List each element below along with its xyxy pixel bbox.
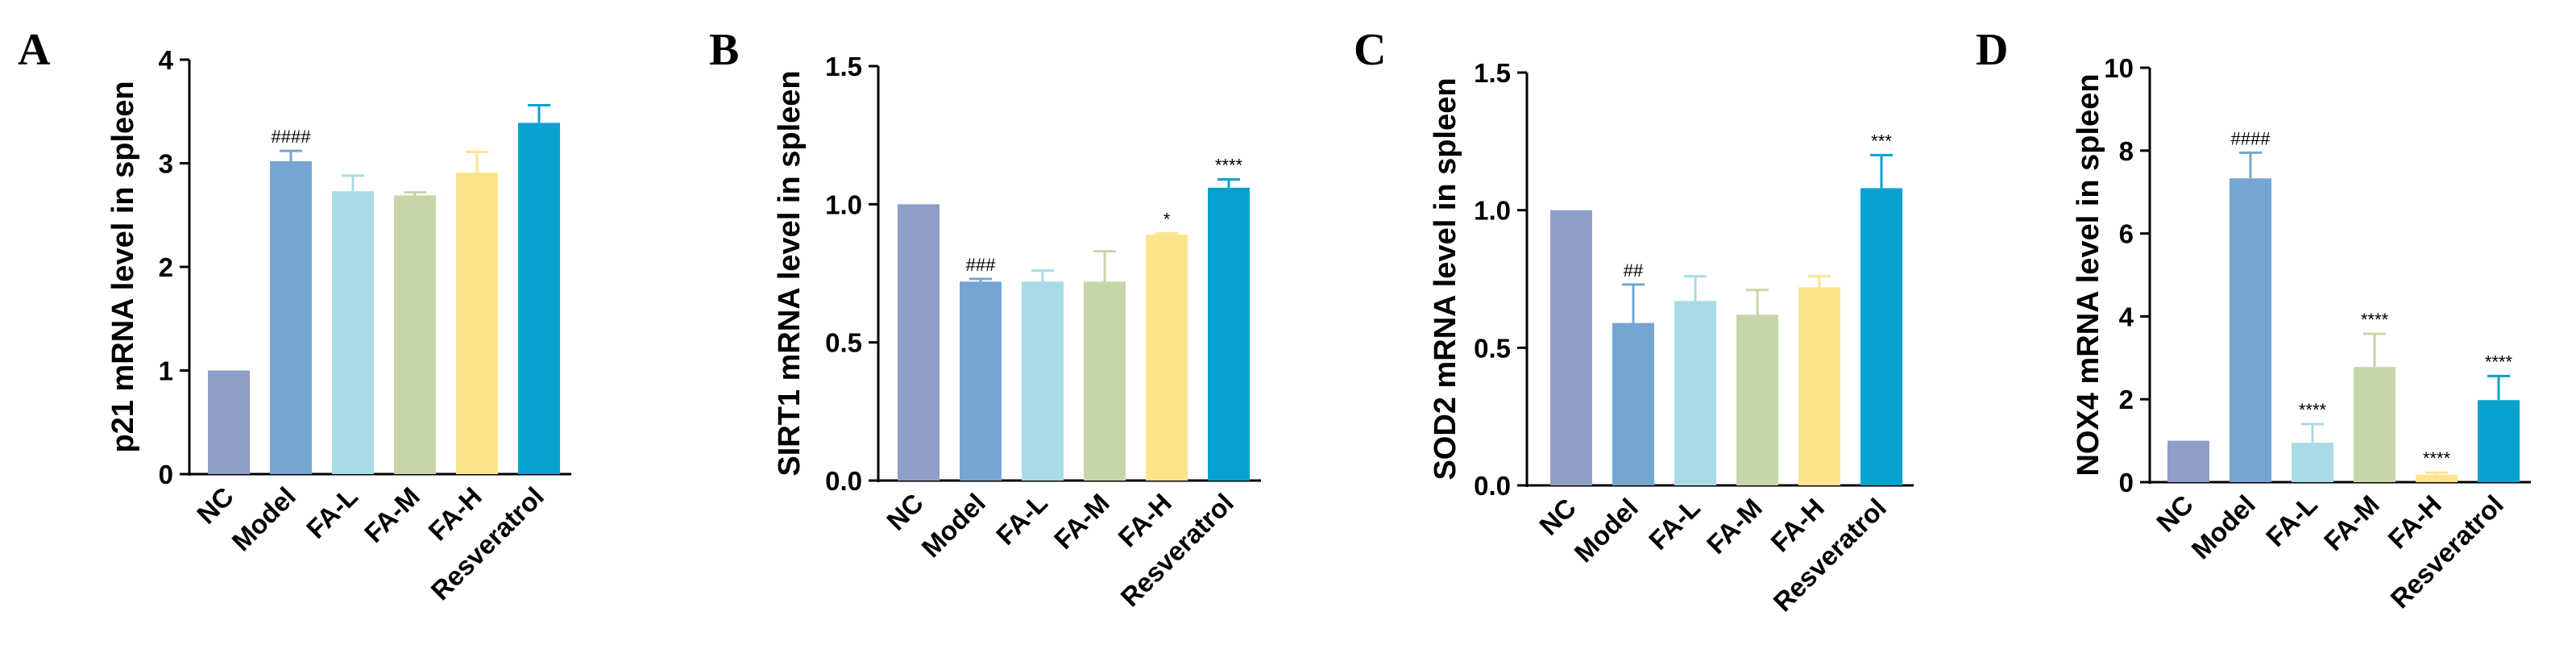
x-tick-label: Model	[915, 488, 991, 564]
y-tick-label: 0	[159, 460, 173, 489]
y-tick-label: 1.5	[1474, 58, 1511, 88]
bar-fa-h	[456, 173, 498, 474]
bar-fa-m	[2354, 367, 2396, 482]
y-tick-label: 0	[2119, 468, 2134, 497]
x-tick-label: NC	[1533, 493, 1582, 541]
bar-nc	[898, 204, 940, 481]
x-tick-label: Model	[1568, 493, 1644, 568]
bar-fa-l	[1674, 301, 1716, 485]
x-tick-label: NC	[881, 488, 929, 536]
bar-model	[960, 281, 1002, 481]
bar-resveratrol	[1208, 187, 1250, 481]
x-tick-label: FA-M	[2318, 489, 2385, 556]
x-tick-label: FA-M	[359, 481, 425, 548]
x-tick-label: FA-L	[2260, 489, 2323, 552]
panel-label: B	[709, 25, 739, 75]
significance-label: ****	[2361, 310, 2389, 330]
y-tick-label: 2	[2119, 385, 2134, 414]
x-tick-label: Model	[2185, 489, 2261, 565]
y-tick-label: 0.0	[825, 466, 862, 496]
chart-panel-d: D NOX4 mRNA level in spleen 0 2 4 6 8 10 NC #### M…	[1976, 25, 2531, 614]
y-tick-label: 4	[2119, 302, 2134, 331]
bar-fa-m	[1084, 281, 1126, 481]
significance-label: ##	[1624, 260, 1644, 281]
bar-fa-h	[2416, 474, 2458, 482]
bar-fa-h	[1146, 235, 1188, 481]
x-tick-label: FA-M	[1048, 488, 1115, 555]
bar-nc	[2167, 440, 2209, 482]
significance-label: ****	[1215, 155, 1243, 175]
x-tick-label: FA-L	[990, 488, 1053, 551]
x-tick-label: Model	[226, 481, 301, 557]
y-axis-label: SOD2 mRNA level in spleen	[1429, 77, 1462, 480]
bar-nc	[1550, 210, 1592, 485]
y-tick-label: 1.5	[825, 52, 862, 81]
bar-nc	[208, 370, 250, 474]
y-tick-label: 1.0	[1474, 196, 1511, 226]
chart-panel-c: C SOD2 mRNA level in spleen 0.0 0.5 1.0 1.5 NC…	[1354, 25, 1914, 617]
bar-fa-l	[332, 191, 374, 474]
significance-label: ****	[2423, 448, 2451, 468]
bar-resveratrol	[2478, 400, 2520, 482]
y-tick-label: 0.0	[1474, 471, 1511, 501]
significance-label: ####	[272, 127, 312, 147]
y-tick-label: 1	[159, 356, 173, 386]
x-tick-label: FA-L	[301, 481, 363, 544]
y-tick-label: 1.0	[825, 189, 862, 219]
significance-label: ###	[966, 255, 996, 275]
significance-label: ****	[2299, 400, 2327, 420]
x-tick-label: FA-M	[1701, 493, 1768, 560]
panel-label: A	[18, 25, 51, 75]
y-tick-label: 6	[2119, 219, 2134, 249]
significance-label: ####	[2231, 128, 2271, 148]
significance-label: *	[1164, 209, 1171, 229]
y-tick-label: 0.5	[825, 328, 862, 358]
bar-model	[270, 160, 312, 474]
bar-model	[1612, 323, 1654, 485]
bar-fa-m	[1736, 314, 1778, 485]
y-tick-label: 10	[2104, 53, 2134, 83]
y-tick-label: 4	[159, 45, 174, 75]
chart-panel-b: B SIRT1 mRNA level in spleen 0.0 0.5 1.0 1.5 N…	[709, 25, 1261, 612]
y-tick-label: 0.5	[1474, 333, 1511, 363]
bar-fa-h	[1798, 287, 1840, 485]
y-axis-label: NOX4 mRNA level in spleen	[2072, 73, 2105, 476]
panel-label: D	[1976, 25, 2008, 75]
x-tick-label: NC	[2151, 489, 2199, 538]
bar-fa-m	[394, 195, 436, 474]
y-tick-label: 3	[159, 149, 173, 179]
bar-fa-l	[1022, 281, 1064, 481]
y-tick-label: 8	[2119, 136, 2134, 166]
x-tick-label: FA-L	[1643, 493, 1706, 556]
y-axis-label: p21 mRNA level in spleen	[106, 81, 140, 452]
y-axis-label: SIRT1 mRNA level in spleen	[773, 70, 807, 476]
bar-model	[2230, 178, 2271, 482]
bar-resveratrol	[518, 123, 560, 474]
significance-label: ****	[2485, 352, 2513, 372]
x-tick-label: NC	[191, 481, 239, 530]
bar-fa-l	[2292, 443, 2333, 482]
y-tick-label: 2	[159, 252, 173, 282]
significance-label: ***	[1871, 131, 1892, 151]
bar-resveratrol	[1860, 188, 1902, 486]
panel-label: C	[1354, 25, 1386, 75]
